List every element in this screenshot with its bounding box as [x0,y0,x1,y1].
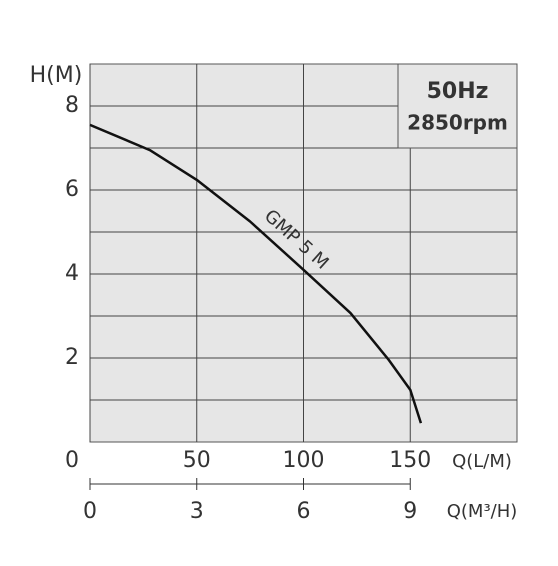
x2-axis-label: Q(M³/H) [447,501,518,522]
y-tick-label: 2 [65,345,79,370]
y-tick-label: 4 [65,261,79,286]
curve [89,123,423,424]
info-box [397,63,518,149]
x-tick-label: 100 [283,448,325,473]
x-tick-label: 0 [65,448,79,473]
x-axis-label: Q(L/M) [452,451,512,472]
x2-tick-label: 0 [83,499,97,524]
x-tick-label: 150 [389,448,431,473]
y-axis-label: H(M) [30,63,83,88]
x2-tick-label: 9 [403,499,417,524]
info-box-text: 50Hz [427,79,489,104]
y-tick-label: 6 [65,177,79,202]
x2-tick-label: 3 [190,499,204,524]
x2-tick-label: 6 [297,499,311,524]
info-box-text: 2850rpm [407,111,508,135]
y-tick-label: 8 [65,93,79,118]
x-tick-label: 50 [183,448,211,473]
